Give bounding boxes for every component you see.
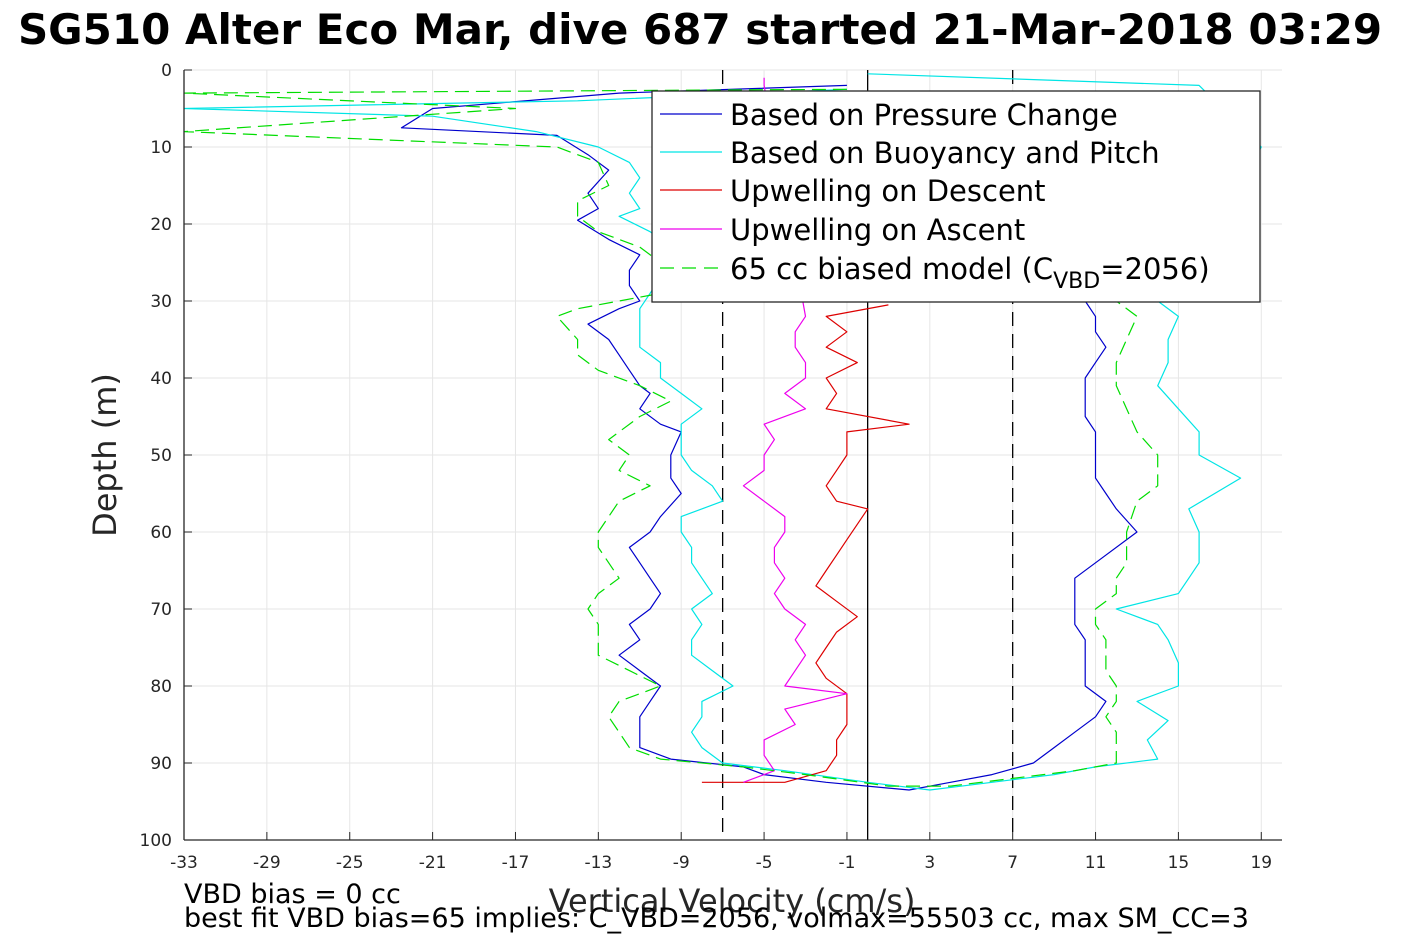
y-tick-label: 20	[150, 215, 172, 235]
legend-box	[651, 90, 1261, 303]
x-tick-label: -5	[756, 853, 773, 873]
x-tick-label: -1	[838, 853, 855, 873]
y-tick-label: 30	[150, 292, 172, 312]
x-tick-label: 7	[1007, 853, 1018, 873]
series-line	[701, 304, 910, 783]
x-tick-label: -9	[673, 853, 690, 873]
x-tick-label: -17	[502, 853, 530, 873]
legend-entry-label: Upwelling on Descent	[730, 174, 1046, 208]
x-tick-label: -21	[419, 853, 447, 873]
y-tick-label: 50	[150, 446, 172, 466]
x-tick-label: -33	[170, 853, 198, 873]
x-axis-label: Vertical Velocity (cm/s)	[549, 882, 916, 920]
legend-entry-label: Based on Buoyancy and Pitch	[730, 136, 1160, 170]
x-tick-label: -25	[336, 853, 364, 873]
x-tick-label: 11	[1085, 853, 1107, 873]
x-tick-label: 15	[1168, 853, 1190, 873]
x-tick-label: 3	[924, 853, 935, 873]
y-tick-label: 0	[161, 61, 172, 81]
legend-entry-label: Upwelling on Ascent	[730, 213, 1025, 247]
x-tick-label: 19	[1250, 853, 1272, 873]
chart-title: SG510 Alter Eco Mar, dive 687 started 21…	[18, 5, 1382, 54]
y-tick-label: 40	[150, 369, 172, 389]
series-line	[400, 84, 1138, 791]
y-tick-label: 10	[150, 138, 172, 158]
legend: Based on Pressure Change Based on Buoyanc…	[651, 90, 1261, 303]
y-axis-label: Depth (m)	[86, 373, 124, 537]
legend-entry-label: Based on Pressure Change	[730, 98, 1118, 132]
footer-best-fit: best fit VBD bias=65 implies: C_VBD=2056…	[184, 903, 1249, 934]
x-tick-label: -13	[584, 853, 612, 873]
series-line	[742, 77, 848, 783]
y-tick-label: 70	[150, 600, 172, 620]
y-tick-label: 80	[150, 677, 172, 697]
footer-vbd-bias: VBD bias = 0 cc	[184, 879, 401, 910]
x-tick-label: -29	[253, 853, 281, 873]
y-tick-label: 90	[150, 754, 172, 774]
ticks: -33 -29 -25 -21 -17 -13 -9 -5 -1 3 7 11 15 1901020304…	[140, 61, 1273, 873]
y-tick-label: 60	[150, 523, 172, 543]
y-tick-label: 100	[140, 831, 172, 851]
legend-entry-label: 65 cc biased model (CVBD=2056)	[730, 252, 1210, 294]
